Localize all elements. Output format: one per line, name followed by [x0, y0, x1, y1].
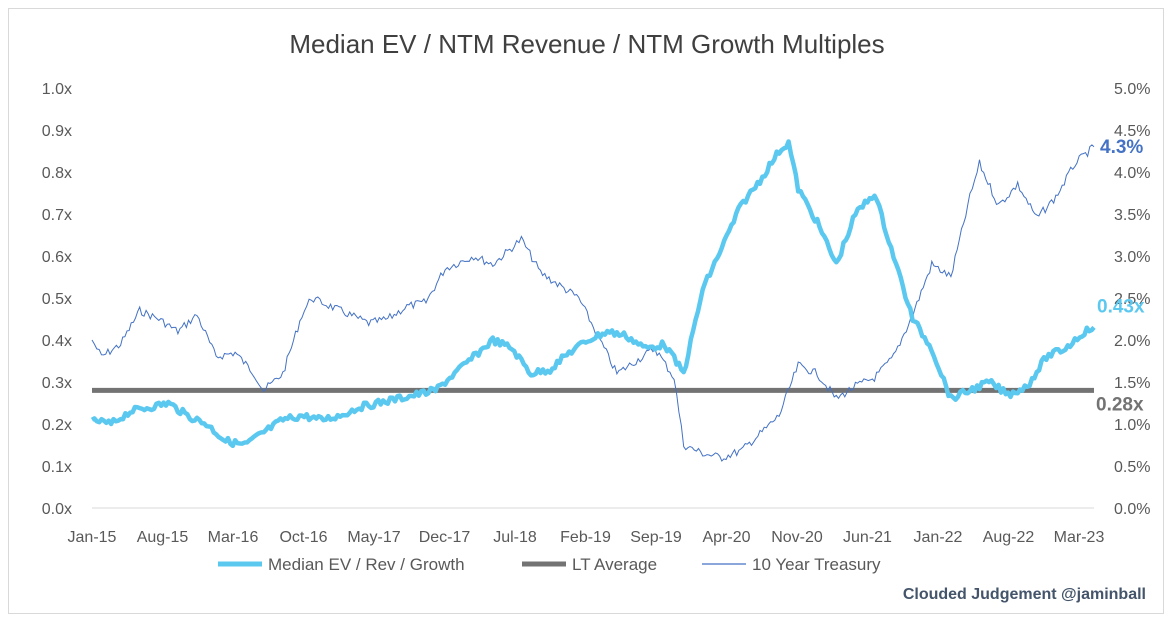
right-tick-label: 2.0% [1114, 333, 1150, 350]
right-tick-label: 3.0% [1114, 249, 1150, 266]
left-tick-label: 0.7x [42, 207, 72, 224]
right-tick-label: 3.5% [1114, 207, 1150, 224]
legend: Median EV / Rev / Growth LT Average 10 Yea… [218, 555, 881, 574]
x-tick-label: Jul-18 [493, 529, 537, 546]
left-tick-label: 0.8x [42, 165, 72, 182]
x-tick-label: Oct-16 [279, 529, 327, 546]
x-tick-label: Aug-15 [137, 529, 189, 546]
x-tick-label: Jun-21 [843, 529, 892, 546]
legend-label: 10 Year Treasury [752, 555, 881, 574]
right-tick-label: 4.0% [1114, 165, 1150, 182]
left-tick-label: 0.0x [42, 501, 72, 518]
left-tick-label: 0.4x [42, 333, 72, 350]
treasury-end-label: 4.3% [1100, 137, 1143, 158]
left-tick-label: 0.9x [42, 123, 72, 140]
x-tick-label: Jan-22 [914, 529, 963, 546]
x-tick-label: Mar-16 [208, 529, 259, 546]
x-tick-label: Sep-19 [630, 529, 682, 546]
x-tick-label: Nov-20 [771, 529, 823, 546]
legend-item-treasury: 10 Year Treasury [702, 555, 881, 574]
right-tick-label: 4.5% [1114, 123, 1150, 140]
legend-item-lt-average: LT Average [522, 555, 657, 574]
chart-frame [8, 8, 1164, 614]
median-end-label: 0.43x [1097, 296, 1145, 317]
left-tick-label: 0.5x [42, 291, 72, 308]
x-axis-ticks: Jan-15 Aug-15 Mar-16 Oct-16 May-17 Dec-17 Jul-… [68, 529, 1105, 546]
left-tick-label: 0.1x [42, 459, 72, 476]
x-tick-label: Feb-19 [560, 529, 611, 546]
x-tick-label: Mar-23 [1054, 529, 1105, 546]
legend-label: LT Average [572, 555, 657, 574]
end-labels: 4.3% 0.43x 0.28x [1096, 137, 1145, 416]
right-tick-label: 5.0% [1114, 81, 1150, 98]
right-tick-label: 1.0% [1114, 417, 1150, 434]
x-tick-label: Jan-15 [68, 529, 117, 546]
series-line-10-year-treasury [91, 144, 1095, 462]
right-tick-label: 0.0% [1114, 501, 1150, 518]
credit-text: Clouded Judgement @jaminball [903, 586, 1146, 603]
series-layer [90, 139, 1096, 462]
left-tick-label: 0.3x [42, 375, 72, 392]
x-tick-label: Aug-22 [983, 529, 1035, 546]
left-tick-label: 1.0x [42, 81, 72, 98]
right-tick-label: 1.5% [1114, 375, 1150, 392]
x-tick-label: May-17 [347, 529, 400, 546]
left-axis-ticks: 0.0x 0.1x 0.2x 0.3x 0.4x 0.5x 0.6x 0.7x 0.8x 0.9x… [42, 81, 72, 518]
chart-title: Median EV / NTM Revenue / NTM Growth Mul… [289, 29, 884, 59]
series-line-median-ev-rev-growth [90, 139, 1096, 449]
legend-label: Median EV / Rev / Growth [268, 555, 465, 574]
right-tick-label: 0.5% [1114, 459, 1150, 476]
right-tick-label: 2.5% [1114, 291, 1150, 308]
x-tick-label: Dec-17 [419, 529, 471, 546]
left-tick-label: 0.6x [42, 249, 72, 266]
x-tick-label: Apr-20 [702, 529, 750, 546]
lt-average-end-label: 0.28x [1096, 394, 1144, 415]
left-tick-label: 0.2x [42, 417, 72, 434]
legend-item-median: Median EV / Rev / Growth [218, 555, 465, 574]
right-axis-ticks: 0.0% 0.5% 1.0% 1.5% 2.0% 2.5% 3.0% 3.5% 4.0% 4.5%… [1114, 81, 1150, 518]
